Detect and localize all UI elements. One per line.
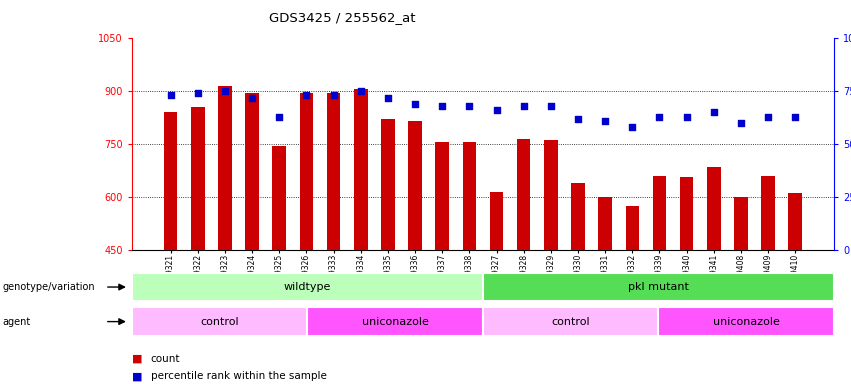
Point [762,114,775,120]
Bar [245,93,259,250]
Point [653,114,666,120]
Point [300,92,313,98]
Point [571,116,585,122]
Point [598,118,612,124]
Point [707,109,721,116]
Bar [483,307,659,336]
Bar [571,183,585,250]
Point [489,107,503,113]
Point [163,92,177,98]
Text: count: count [151,354,180,364]
Bar [307,307,483,336]
Point [218,88,231,94]
Bar [191,107,204,250]
Bar [789,193,802,250]
Bar [163,113,177,250]
Bar [381,119,395,250]
Bar [489,192,503,250]
Bar [132,307,307,336]
Text: control: control [551,316,590,327]
Point [436,103,449,109]
Bar [218,86,231,250]
Bar [707,167,721,250]
Point [327,92,340,98]
Point [625,124,639,130]
Bar [680,177,694,250]
Bar [132,273,483,301]
Bar [327,93,340,250]
Text: ■: ■ [132,371,142,381]
Text: ■: ■ [132,354,142,364]
Text: uniconazole: uniconazole [362,316,429,327]
Bar [544,141,557,250]
Bar [517,139,530,250]
Bar [272,146,286,250]
Bar [483,273,834,301]
Bar [625,205,639,250]
Text: control: control [200,316,239,327]
Bar [463,142,477,250]
Bar [659,307,834,336]
Point [734,120,748,126]
Bar [653,176,666,250]
Bar [408,121,422,250]
Text: GDS3425 / 255562_at: GDS3425 / 255562_at [269,12,416,25]
Text: agent: agent [3,316,31,327]
Point [272,114,286,120]
Point [408,101,422,107]
Text: wildtype: wildtype [283,282,331,292]
Bar [598,197,612,250]
Point [354,88,368,94]
Text: percentile rank within the sample: percentile rank within the sample [151,371,327,381]
Point [463,103,477,109]
Text: uniconazole: uniconazole [713,316,780,327]
Point [544,103,557,109]
Point [517,103,530,109]
Text: pkl mutant: pkl mutant [628,282,689,292]
Bar [354,89,368,250]
Text: genotype/variation: genotype/variation [3,282,95,292]
Bar [762,176,775,250]
Point [245,94,259,101]
Bar [734,197,748,250]
Point [789,114,802,120]
Point [381,94,395,101]
Bar [300,93,313,250]
Point [680,114,694,120]
Point [191,90,204,96]
Bar [436,142,449,250]
